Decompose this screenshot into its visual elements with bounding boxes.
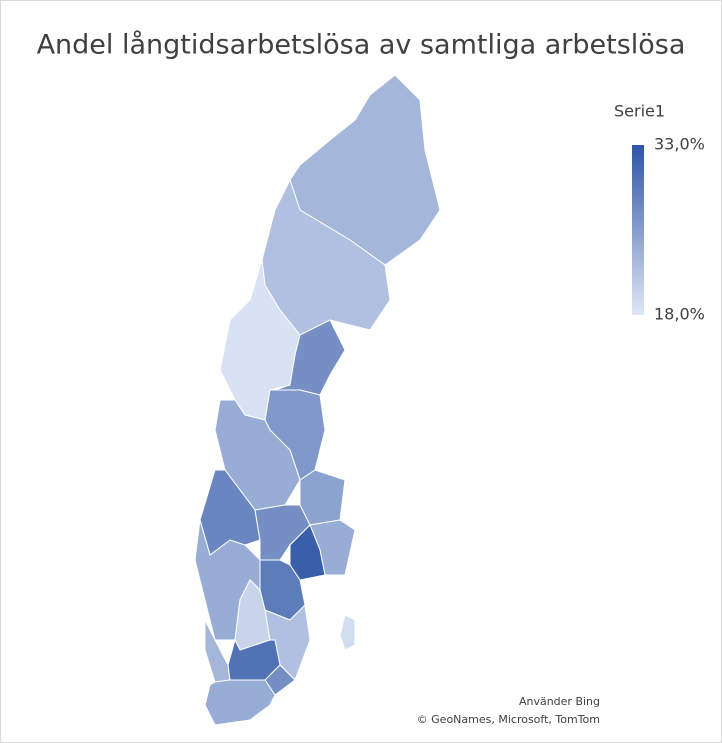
region bbox=[299, 469, 346, 526]
legend-label: 18,0% bbox=[654, 305, 705, 324]
region bbox=[214, 399, 301, 511]
regions bbox=[194, 74, 441, 726]
attribution: © GeoNames, Microsoft, TomTom bbox=[417, 713, 600, 726]
chart-title: Andel långtidsarbetslösa av samtliga arb… bbox=[37, 30, 686, 61]
legend-title: Serie1 bbox=[614, 102, 665, 121]
attribution: Använder Bing bbox=[519, 695, 600, 708]
region bbox=[204, 679, 276, 726]
legend-bar bbox=[632, 145, 644, 315]
region bbox=[339, 614, 356, 651]
legend-label: 33,0% bbox=[654, 135, 705, 154]
